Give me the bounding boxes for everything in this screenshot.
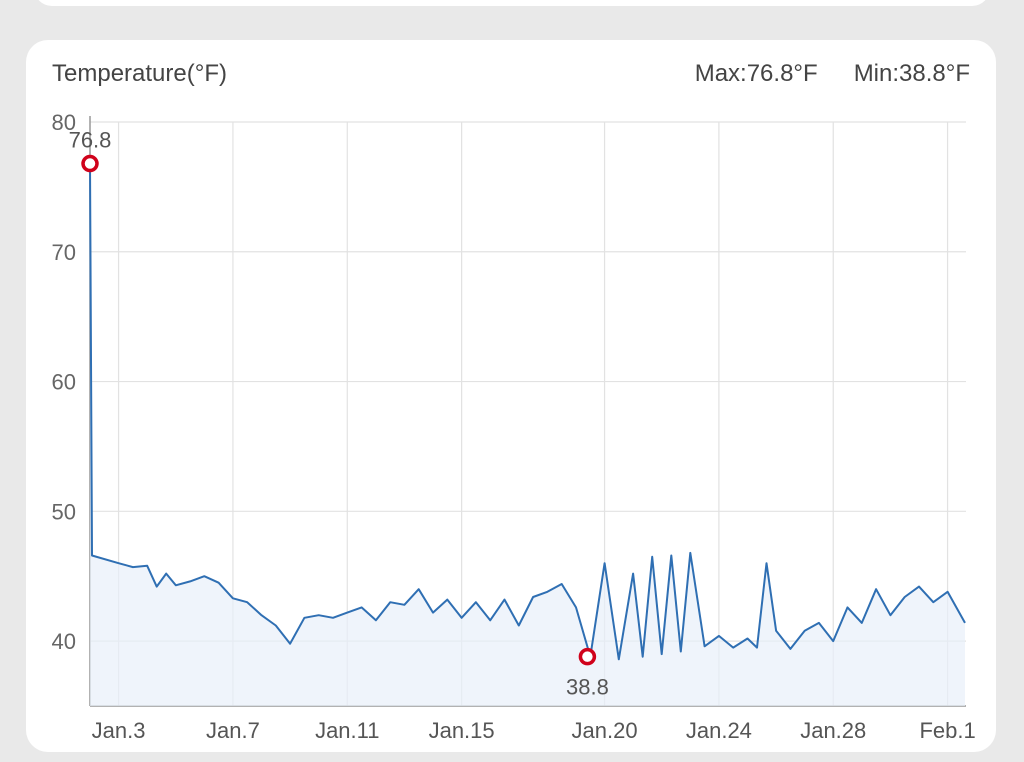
series-area [90, 163, 965, 706]
y-tick-label: 50 [52, 499, 76, 524]
x-tick-label: Feb.1 [919, 718, 975, 743]
min-point-marker [578, 647, 597, 666]
min-temperature-label: Min:38.8°F [853, 60, 970, 87]
min-point-label: 38.8 [566, 675, 609, 700]
max-point-marker [81, 154, 99, 173]
stats-summary: Max:76.8°F Min:38.8°F [695, 60, 970, 88]
y-tick-label: 80 [52, 110, 76, 135]
x-tick-label: Jan.11 [315, 718, 379, 743]
x-tick-label: Jan.20 [572, 718, 638, 743]
chart-title: Temperature(°F) [52, 60, 227, 87]
x-tick-label: Jan.28 [800, 718, 866, 743]
y-tick-label: 60 [52, 370, 76, 395]
previous-card [34, 0, 990, 6]
y-tick-label: 40 [52, 629, 76, 654]
x-tick-label: Jan.24 [686, 718, 752, 743]
max-point-label: 76.8 [69, 128, 112, 153]
max-temperature-label: Max:76.8°F [694, 60, 818, 87]
x-tick-label: Jan.7 [206, 718, 260, 743]
x-tick-label: Jan.3 [92, 718, 146, 743]
x-tick-label: Jan.15 [429, 718, 495, 743]
y-tick-label: 70 [52, 240, 76, 265]
series-line [89, 163, 966, 661]
